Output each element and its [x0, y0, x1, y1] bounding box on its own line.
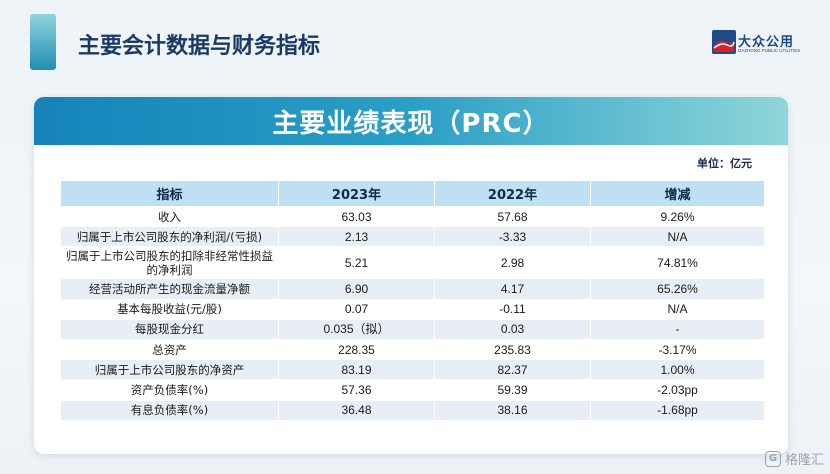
row-label: 收入 — [60, 205, 279, 228]
value-2023: 2.13 — [278, 226, 435, 248]
value-change: - — [590, 318, 765, 340]
value-change: 1.00% — [590, 359, 765, 381]
column-header-2023: 2023年 — [278, 180, 435, 207]
value-2022: 59.39 — [434, 379, 591, 401]
table-row: 归属于上市公司股东的扣除非经常性损益的净利润 5.21 2.98 74.81% — [60, 246, 765, 280]
watermark-logo-icon: G — [764, 450, 781, 467]
value-change: 74.81% — [590, 246, 765, 280]
table-header-row: 指标 2023年 2022年 增减 — [60, 180, 765, 207]
value-2023: 0.07 — [278, 298, 435, 320]
row-label: 归属于上市公司股东的净资产 — [60, 359, 279, 381]
logo-english-text: DAZHONG PUBLIC UTILITIES — [738, 48, 801, 53]
row-label: 归属于上市公司股东的扣除非经常性损益的净利润 — [60, 246, 279, 280]
table-row: 总资产 228.35 235.83 -3.17% — [60, 338, 765, 361]
value-2023: 5.21 — [278, 246, 435, 280]
value-2022: -3.33 — [434, 226, 591, 248]
row-label: 有息负债率(%) — [60, 399, 279, 421]
row-label: 基本每股收益(元/股) — [60, 298, 279, 320]
column-header-2022: 2022年 — [434, 180, 591, 207]
value-2022: 82.37 — [434, 359, 591, 381]
value-2022: 2.98 — [434, 246, 591, 280]
table-row: 资产负债率(%) 57.36 59.39 -2.03pp — [60, 379, 765, 401]
value-2022: 235.83 — [434, 338, 591, 361]
company-logo: 大众公用 DAZHONG PUBLIC UTILITIES — [712, 28, 804, 60]
row-label: 经营活动所产生的现金流量净额 — [60, 278, 279, 300]
performance-table: 指标 2023年 2022年 增减 收入 63.03 57.68 9.26% 归… — [60, 180, 765, 421]
watermark: G 格隆汇 — [764, 449, 824, 468]
value-2022: 38.16 — [434, 399, 591, 421]
table-row: 每股现金分红 0.035（拟） 0.03 - — [60, 318, 765, 340]
value-2023: 228.35 — [278, 338, 435, 361]
table-row: 基本每股收益(元/股) 0.07 -0.11 N/A — [60, 298, 765, 320]
value-2023: 57.36 — [278, 379, 435, 401]
column-header-change: 增减 — [590, 180, 765, 207]
value-2023: 63.03 — [278, 205, 435, 228]
value-2023: 6.90 — [278, 278, 435, 300]
value-change: -1.68pp — [590, 399, 765, 421]
logo-chinese-text: 大众公用 — [738, 35, 795, 50]
table-row: 有息负债率(%) 36.48 38.16 -1.68pp — [60, 399, 765, 421]
unit-label: 单位：亿元 — [697, 157, 752, 170]
value-change: N/A — [590, 226, 765, 248]
table-row: 经营活动所产生的现金流量净额 6.90 4.17 65.26% — [60, 278, 765, 300]
logo-mark-icon — [712, 30, 736, 54]
row-label: 每股现金分红 — [60, 318, 279, 340]
value-change: 9.26% — [590, 205, 765, 228]
column-header-indicator: 指标 — [60, 180, 279, 207]
value-2022: 0.03 — [434, 318, 591, 340]
value-2023: 36.48 — [278, 399, 435, 421]
value-2022: 4.17 — [434, 278, 591, 300]
card-header: 主要业绩表现（PRC） — [34, 97, 788, 145]
value-change: N/A — [590, 298, 765, 320]
table-row: 归属于上市公司股东的净资产 83.19 82.37 1.00% — [60, 359, 765, 381]
value-2022: 57.68 — [434, 205, 591, 228]
row-label: 资产负债率(%) — [60, 379, 279, 401]
value-change: -2.03pp — [590, 379, 765, 401]
value-2023: 83.19 — [278, 359, 435, 381]
page-title: 主要会计数据与财务指标 — [78, 34, 321, 59]
performance-card: 主要业绩表现（PRC） 单位：亿元 指标 2023年 2022年 增减 收入 6… — [34, 97, 788, 454]
card-title: 主要业绩表现（PRC） — [272, 108, 550, 139]
value-change: 65.26% — [590, 278, 765, 300]
row-label: 总资产 — [60, 338, 279, 361]
row-label: 归属于上市公司股东的净利润/(亏损) — [60, 226, 279, 248]
table-row: 归属于上市公司股东的净利润/(亏损) 2.13 -3.33 N/A — [60, 226, 765, 248]
value-change: -3.17% — [590, 338, 765, 361]
watermark-text: 格隆汇 — [784, 453, 824, 468]
value-2023: 0.035（拟） — [278, 318, 435, 340]
value-2022: -0.11 — [434, 298, 591, 320]
table-row: 收入 63.03 57.68 9.26% — [60, 205, 765, 228]
title-accent-bar — [30, 14, 56, 70]
